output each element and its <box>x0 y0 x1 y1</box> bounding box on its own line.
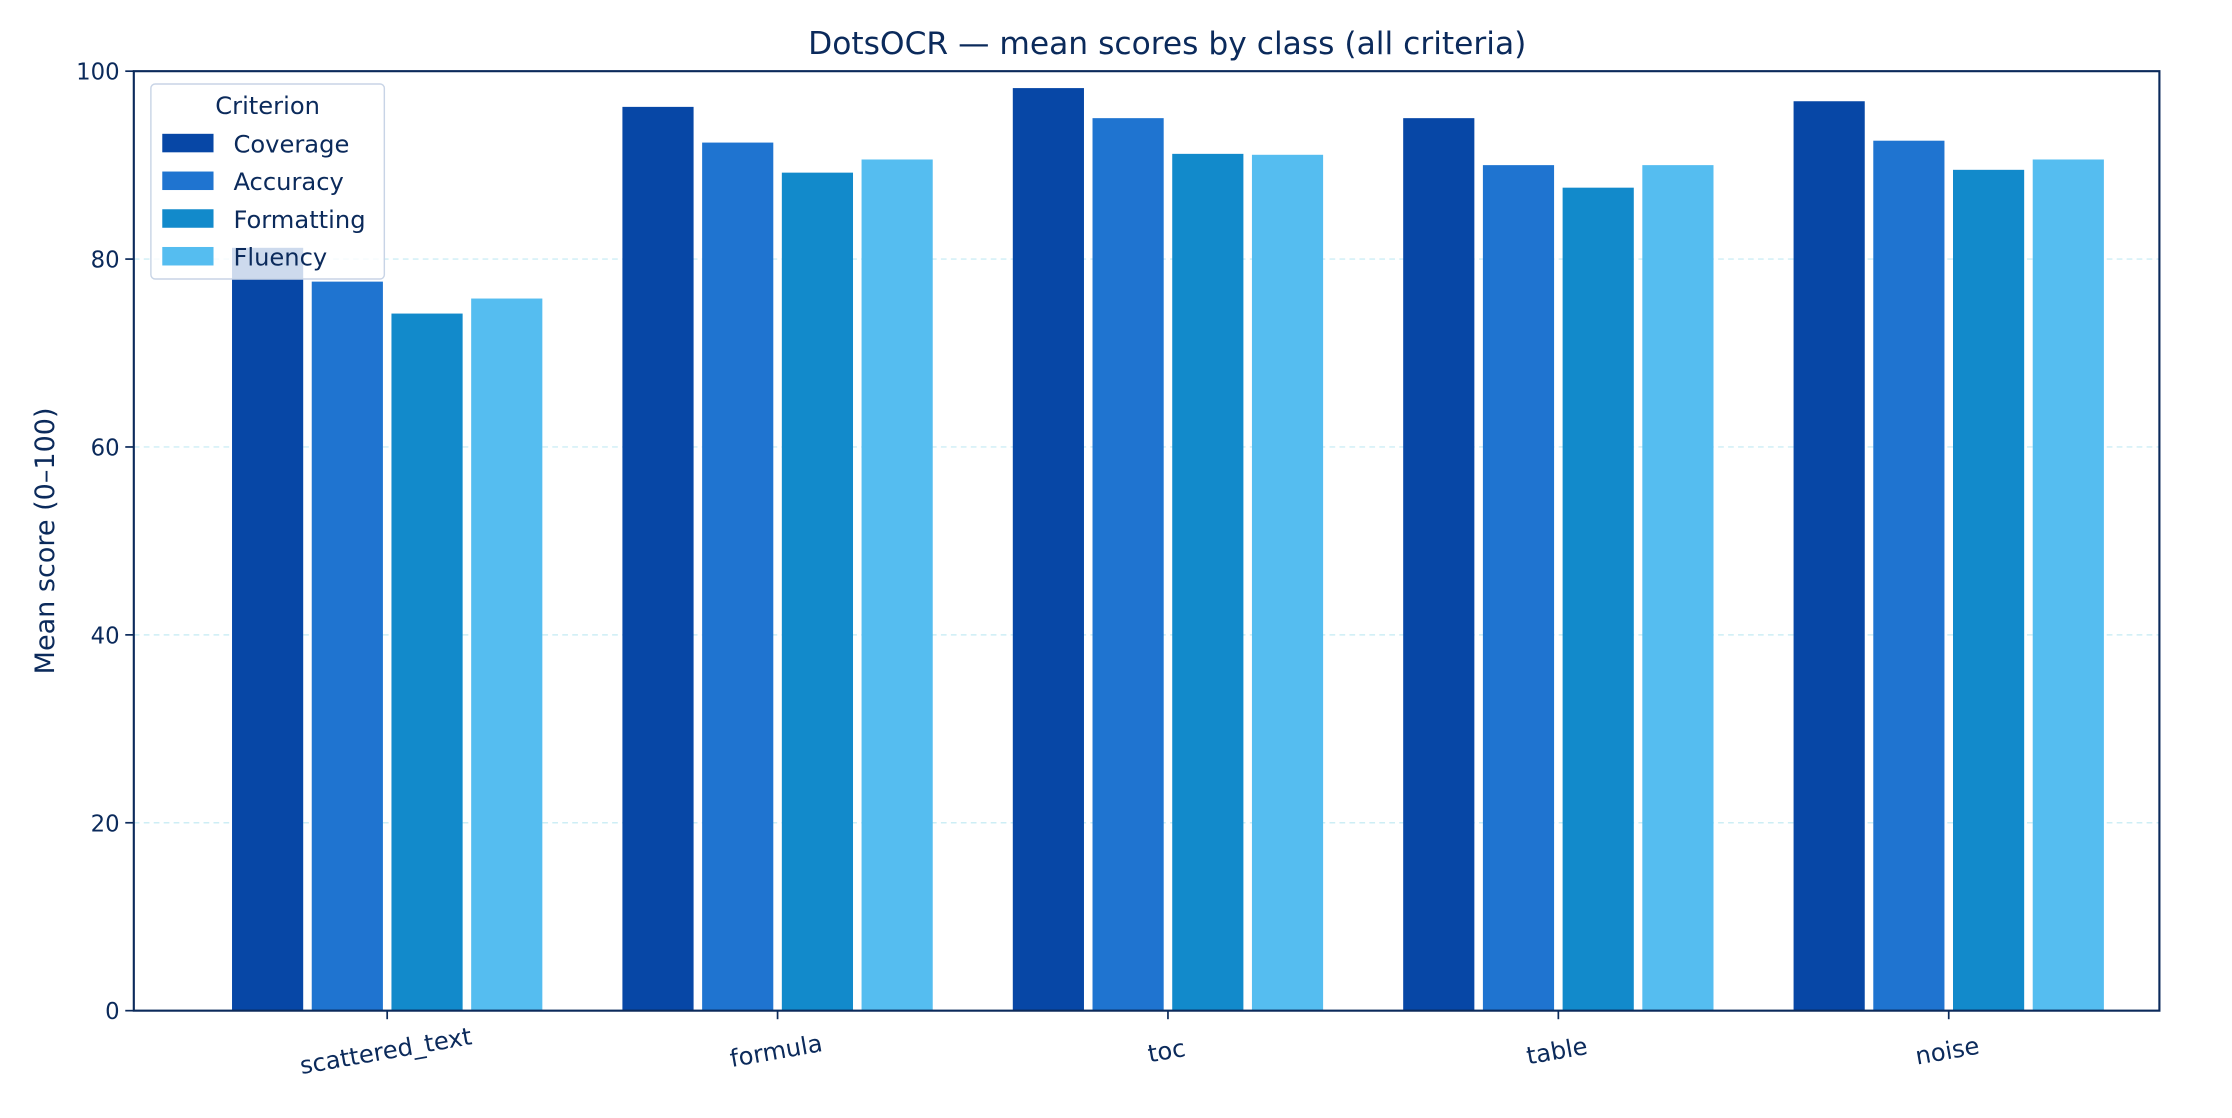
legend-swatch <box>162 209 214 228</box>
bar <box>232 247 304 1011</box>
bar <box>471 298 543 1011</box>
bar <box>1403 118 1475 1011</box>
legend-swatch <box>162 133 214 153</box>
y-tick-label: 20 <box>91 811 120 837</box>
bar <box>2032 159 2104 1011</box>
legend: Criterion Coverage Accuracy Formatting Fluen… <box>150 83 386 280</box>
x-tick-label: table <box>1524 1032 1589 1070</box>
bar <box>622 106 694 1011</box>
x-tick-label: toc <box>1146 1034 1188 1068</box>
bar <box>311 281 383 1011</box>
bar <box>1092 118 1164 1011</box>
x-tick-label: noise <box>1913 1032 1981 1071</box>
y-tick-label: 40 <box>91 623 120 649</box>
chart-title: DotsOCR — mean scores by class (all crit… <box>808 26 1526 62</box>
x-tick-label: formula <box>728 1029 825 1073</box>
y-axis-label: Mean score (0–100) <box>30 407 61 674</box>
y-tick-label: 0 <box>105 999 119 1025</box>
bar <box>781 172 854 1011</box>
bars <box>232 88 2104 1011</box>
legend-swatch <box>162 246 214 266</box>
bar <box>1482 165 1555 1011</box>
bar <box>391 313 463 1011</box>
bar <box>702 142 774 1011</box>
legend-label: Fluency <box>233 243 327 271</box>
bar <box>1562 187 1634 1011</box>
bar <box>1873 140 1945 1011</box>
legend-title: Criterion <box>215 92 320 120</box>
y-tick-label: 100 <box>76 60 119 86</box>
legend-label: Accuracy <box>233 168 343 196</box>
legend-label: Coverage <box>233 130 349 158</box>
bar <box>1793 101 1865 1011</box>
bar <box>1172 153 1244 1011</box>
plot-frame <box>132 70 2161 1012</box>
legend-box <box>150 83 386 280</box>
y-tick-label: 60 <box>91 436 120 462</box>
bar <box>1953 169 2025 1011</box>
bar <box>1642 165 1714 1011</box>
x-tick-label: scattered_text <box>298 1022 474 1080</box>
bar <box>1251 154 1324 1011</box>
y-tick-label: 80 <box>91 248 120 274</box>
legend-swatch <box>162 171 214 191</box>
legend-label: Formatting <box>233 206 365 234</box>
bar <box>1012 88 1084 1011</box>
bar <box>861 159 933 1011</box>
